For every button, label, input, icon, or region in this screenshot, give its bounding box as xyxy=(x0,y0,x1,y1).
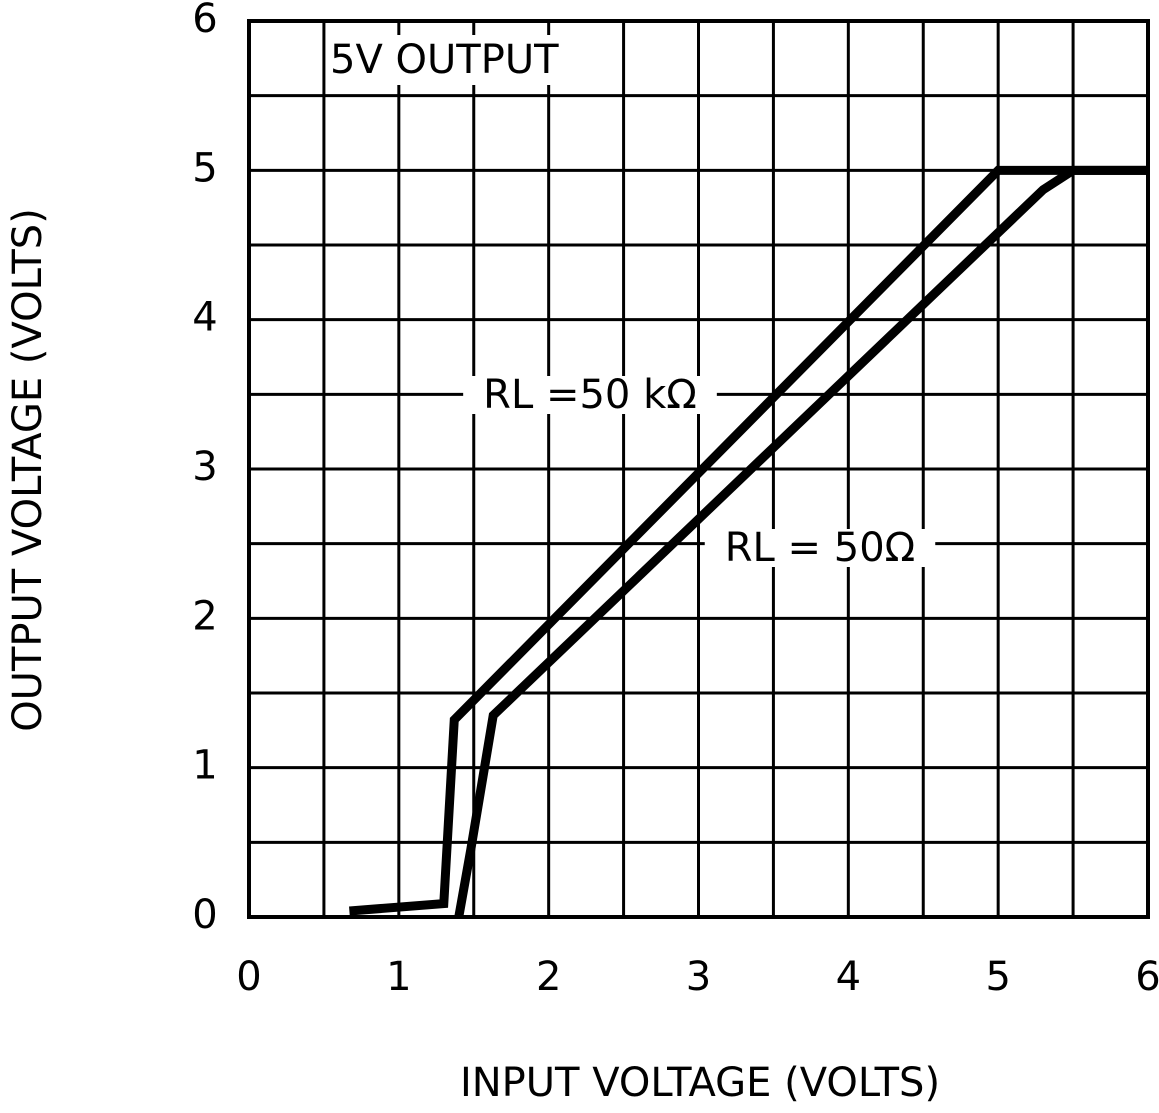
x-axis-title: INPUT VOLTAGE (VOLTS) xyxy=(460,1060,940,1106)
y-tick-label: 2 xyxy=(192,593,217,639)
x-tick-label: 3 xyxy=(686,954,711,1000)
y-tick-label: 1 xyxy=(192,743,217,789)
x-tick-label: 6 xyxy=(1135,954,1159,1000)
y-tick-label: 4 xyxy=(192,295,217,341)
y-tick-label: 0 xyxy=(192,892,217,938)
annotation-background xyxy=(326,35,564,85)
x-tick-label: 0 xyxy=(236,954,261,1000)
line-series xyxy=(349,165,1148,916)
series-label-background xyxy=(463,376,717,414)
annotation: 5V OUTPUT xyxy=(330,37,559,83)
y-tick-label: 5 xyxy=(192,145,217,191)
line-series xyxy=(454,165,1148,918)
x-tick-label: 1 xyxy=(386,954,411,1000)
y-axis-title: OUTPUT VOLTAGE (VOLTS) xyxy=(5,208,51,732)
series-label: RL = 50Ω xyxy=(725,525,916,571)
plot-frame xyxy=(247,19,1150,919)
y-tick-label: 3 xyxy=(192,444,217,490)
x-tick-label: 5 xyxy=(985,954,1010,1000)
series-label: RL =50 kΩ xyxy=(483,372,697,418)
x-tick-label: 4 xyxy=(836,954,861,1000)
series-label-background xyxy=(704,529,936,567)
x-tick-label: 2 xyxy=(536,954,561,1000)
y-tick-label: 6 xyxy=(192,0,217,42)
